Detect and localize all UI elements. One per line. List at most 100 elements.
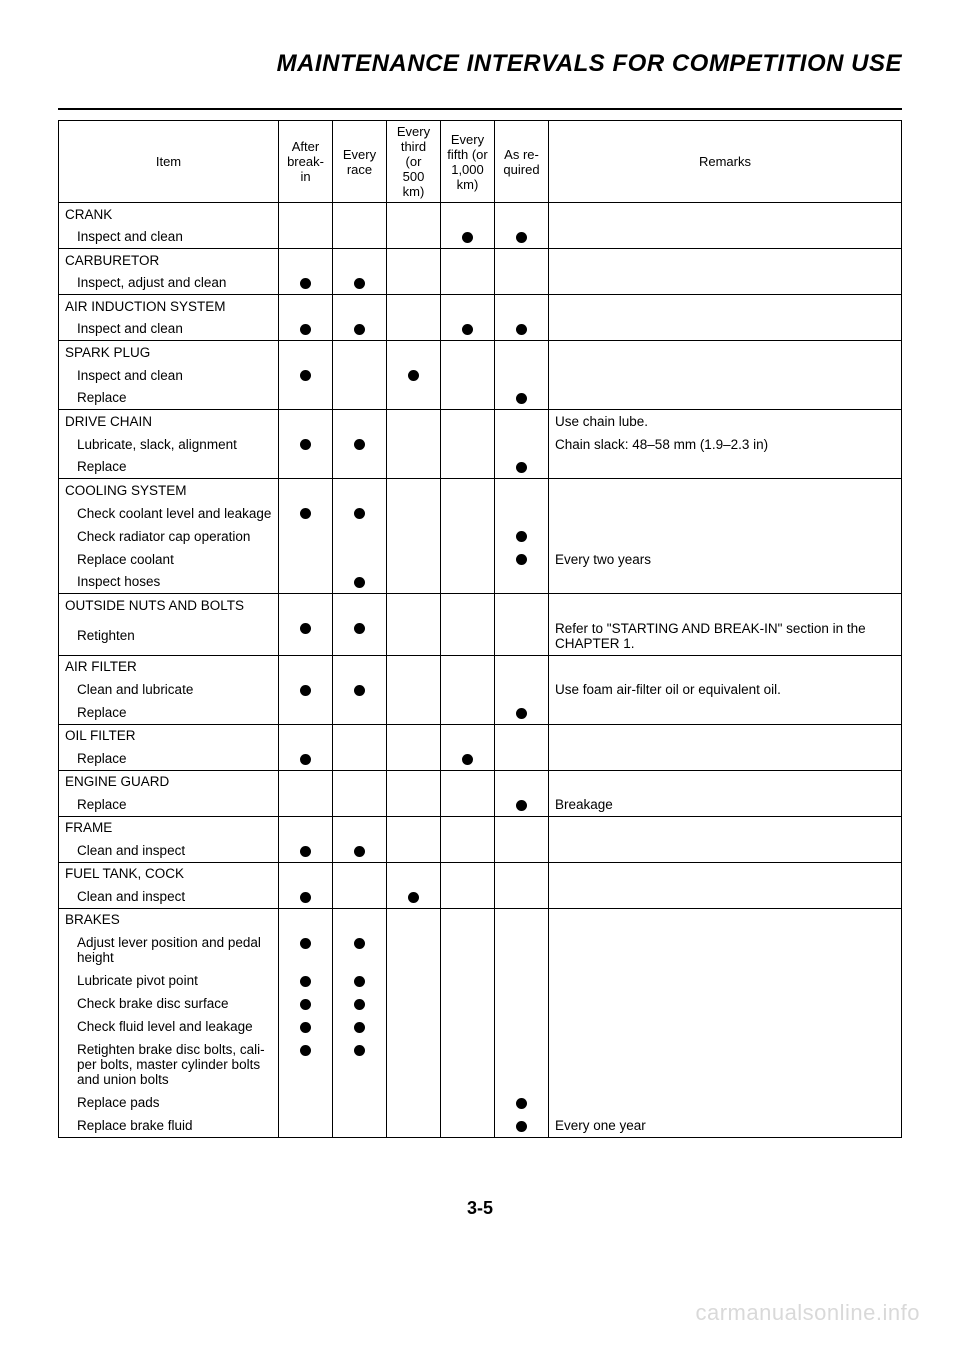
interval-cell [279,992,333,1015]
interval-cell [387,295,441,318]
interval-cell [279,525,333,548]
interval-cell [495,433,549,456]
interval-cell [441,525,495,548]
dot-icon [300,754,311,765]
interval-cell [441,839,495,862]
interval-cell [495,571,549,594]
interval-cell [387,203,441,226]
remarks-cell [549,1038,902,1091]
interval-cell [387,992,441,1015]
remarks-cell: Use foam air-filter oil or equivalent oi… [549,678,902,701]
interval-cell [333,793,387,816]
interval-cell [279,387,333,410]
interval-cell [441,816,495,839]
table-row: ReplaceBreakage [59,793,902,816]
interval-cell [495,502,549,525]
interval-cell [387,969,441,992]
dot-icon [354,976,365,987]
dot-icon [354,577,365,588]
interval-cell [333,655,387,678]
interval-cell [333,548,387,571]
interval-cell [333,1015,387,1038]
remarks-cell [549,272,902,295]
interval-cell [279,969,333,992]
interval-cell [441,969,495,992]
interval-cell [387,456,441,479]
interval-cell [387,272,441,295]
interval-cell [495,318,549,341]
col-remarks: Remarks [549,121,902,203]
remarks-cell [549,525,902,548]
remarks-cell: Refer to "STARTING AND BREAK-IN" section… [549,617,902,656]
item-heading: AIR FILTER [59,655,279,678]
dot-icon [300,324,311,335]
item-sub: Retighten brake disc bolts, cali-per bol… [59,1038,279,1091]
table-row: Lubricate pivot point [59,969,902,992]
interval-cell [279,885,333,908]
interval-cell [387,594,441,617]
table-row: Check radiator cap operation [59,525,902,548]
table-row: Check brake disc surface [59,992,902,1015]
interval-cell [441,747,495,770]
table-row: Clean and inspect [59,885,902,908]
dot-icon [300,938,311,949]
table-row: Replace pads [59,1091,902,1114]
remarks-cell [549,862,902,885]
interval-cell [387,724,441,747]
item-sub: Check brake disc surface [59,992,279,1015]
remarks-cell [549,387,902,410]
dot-icon [300,846,311,857]
interval-cell [279,433,333,456]
interval-cell [495,272,549,295]
table-header-row: Item After break-in Every race Every thi… [59,121,902,203]
interval-cell [333,433,387,456]
interval-cell [441,548,495,571]
table-row: FUEL TANK, COCK [59,862,902,885]
dot-icon [516,554,527,565]
table-row: Retighten brake disc bolts, cali-per bol… [59,1038,902,1091]
interval-cell [495,839,549,862]
interval-cell [441,433,495,456]
dot-icon [300,976,311,987]
interval-cell [279,701,333,724]
dot-icon [516,462,527,473]
interval-cell [387,793,441,816]
table-row: Adjust lever position and pedal height [59,931,902,969]
dot-icon [300,370,311,381]
interval-cell [441,249,495,272]
remarks-cell [549,594,902,617]
interval-cell [333,203,387,226]
interval-cell [279,318,333,341]
interval-cell [279,770,333,793]
interval-cell [387,502,441,525]
interval-cell [387,747,441,770]
item-sub: Replace [59,387,279,410]
interval-cell [441,341,495,364]
remarks-cell [549,318,902,341]
interval-cell [495,885,549,908]
item-sub: Lubricate, slack, alignment [59,433,279,456]
col-as-required: As re-quired [495,121,549,203]
interval-cell [387,318,441,341]
interval-cell [495,617,549,656]
interval-cell [387,655,441,678]
remarks-cell: Chain slack: 48–58 mm (1.9–2.3 in) [549,433,902,456]
remarks-cell [549,931,902,969]
item-sub: Inspect and clean [59,364,279,387]
interval-cell [387,387,441,410]
dot-icon [300,999,311,1010]
item-heading: COOLING SYSTEM [59,479,279,502]
interval-cell [387,548,441,571]
interval-cell [495,1091,549,1114]
remarks-cell [549,701,902,724]
table-row: Replace [59,387,902,410]
item-sub: Clean and inspect [59,839,279,862]
interval-cell [387,364,441,387]
table-row: DRIVE CHAINUse chain lube. [59,410,902,433]
table-row: AIR FILTER [59,655,902,678]
remarks-cell [549,747,902,770]
table-row: Inspect and clean [59,226,902,249]
interval-cell [495,969,549,992]
interval-cell [441,885,495,908]
table-row: ENGINE GUARD [59,770,902,793]
